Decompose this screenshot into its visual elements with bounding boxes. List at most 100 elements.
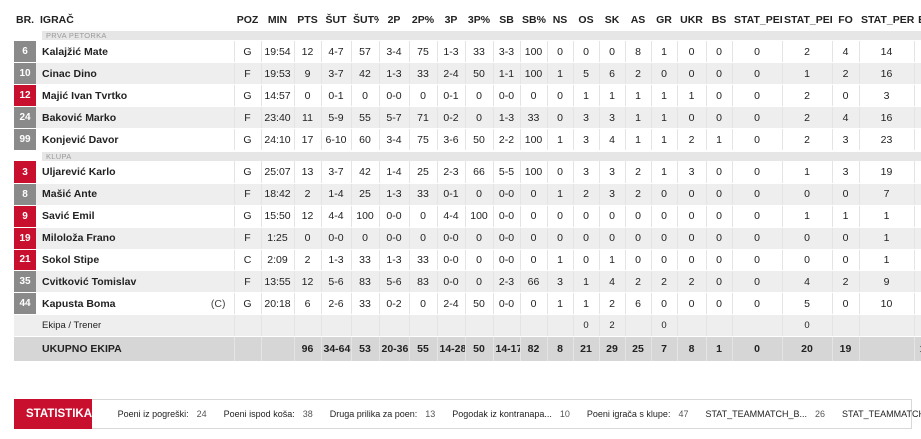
team-coach-label: Ekipa / Trener [36,314,234,338]
stat-cell-ukr: 1 [676,84,706,108]
stat-cell-p2p: 0 [408,84,437,108]
column-header[interactable]: OS [578,14,594,26]
column-header[interactable]: IGRAČ [40,14,74,26]
player-name-text[interactable]: Cinac Dino [42,67,97,80]
stat-cell-eff: 8 [913,106,921,130]
player-name-text[interactable]: Savić Emil [42,210,95,223]
stat-cell-p3: 0-2 [436,106,465,130]
column-header[interactable]: 3P% [467,14,491,26]
player-row[interactable]: 21 Sokol Stipe C 2:09 2 1-3 33 1-3 33 0-0 0 0-0 0 1 0 1… [14,249,921,272]
group-header-row: PRVA PETORKA [14,30,921,41]
column-header[interactable]: SK [604,14,620,26]
stat-cell-p3: 0-1 [436,183,465,206]
stat-cell-min: 15:50 [260,205,294,228]
stat-cell-sutp: 0 [350,84,379,108]
player-name-text[interactable]: Miloloža Frano [42,232,116,245]
player-name[interactable]: Cvitković Tomislav [36,270,234,294]
player-name-text[interactable]: Uljarević Karlo [42,166,116,179]
column-header[interactable]: AS [630,14,646,26]
stat-cell-gr: 2 [650,270,677,294]
player-row[interactable]: 44 Kapusta Boma (C) G 20:18 6 2-6 33 0-2 0 2-4 50 0-… [14,292,921,316]
column-header[interactable]: GR [656,14,672,26]
player-name[interactable]: Mašić Ante [36,183,234,206]
column-header[interactable]: BR. [16,14,35,26]
stat-cell-pos: F [233,227,261,250]
stat-cell-sb: 5-5 [492,161,520,184]
column-header[interactable]: ŠUT% [353,14,379,26]
player-row[interactable]: 6 Kalajžić Mate G 19:54 12 4-7 57 3-4 75 1-3 33 3-3… [14,41,921,64]
column-header[interactable]: SB [499,14,514,26]
stat-cell-sp1: 0 [731,205,782,228]
stat-cell-fo: 2 [831,62,859,86]
player-name[interactable]: Sokol Stipe [36,249,234,272]
stat-cell-sp1: 0 [731,128,782,151]
team-stat-cell-sb [492,314,520,338]
stat-cell-sp1: 0 [731,292,782,316]
player-row[interactable]: 35 Cvitković Tomislav F 13:55 12 5-6 83 5-6 83 0-… [14,270,921,294]
stat-cell-ns: 1 [546,183,573,206]
player-name[interactable]: Uljarević Karlo [36,161,234,184]
player-name-text[interactable]: Sokol Stipe [42,253,100,266]
stat-cell-pts: 17 [293,128,321,151]
player-name-text[interactable]: Kapusta Boma [42,297,116,310]
stat-cell-eff: 4 [913,183,921,206]
column-header[interactable]: POZ [236,14,259,26]
stat-cell-p3p: 0 [464,249,493,272]
stat-cell-sut: 0-1 [320,84,351,108]
column-header[interactable]: EFF [914,10,921,30]
player-name-text[interactable]: Mašić Ante [42,188,98,201]
column-header[interactable]: 3P [444,14,458,26]
stat-cell-ukr: 2 [676,128,706,151]
stat-cell-sutp: 83 [350,270,379,294]
column-header[interactable]: 2P% [411,14,435,26]
player-name-text[interactable]: Majić Ivan Tvrtko [42,89,128,102]
player-name-text[interactable]: Cvitković Tomislav [42,275,137,288]
column-header[interactable]: MIN [267,14,288,26]
column-header[interactable]: FO [838,14,853,26]
player-name[interactable]: Majić Ivan Tvrtko [36,84,234,108]
team-stat-cell-sbp [519,314,547,338]
stat-cell-sut: 2-6 [320,292,351,316]
column-header[interactable]: PTS [297,14,318,26]
player-name[interactable]: Kapusta Boma (C) [36,292,234,316]
stat-cell-sut: 6-10 [320,128,351,151]
player-name[interactable]: Cinac Dino [36,62,234,86]
stat-cell-sk: 4 [598,270,625,294]
player-name-text[interactable]: Konjević Davor [42,133,119,146]
player-name-text[interactable]: Baković Marko [42,111,117,124]
team-stat-label: Druga prilika za poen: [329,409,418,419]
player-name[interactable]: Kalajžić Mate [36,41,234,64]
column-header[interactable]: UKR [680,14,703,26]
stat-cell-min: 13:55 [260,270,294,294]
column-header[interactable]: BS [711,14,727,26]
player-number-badge: 99 [14,128,36,151]
player-row[interactable]: 19 Miloloža Frano F 1:25 0 0-0 0 0-0 0 0-0 0 0-0 0 0 0… [14,227,921,250]
column-header[interactable]: ŠUT [325,14,347,26]
stat-cell-sut: 5-9 [320,106,351,130]
player-row[interactable]: 24 Baković Marko F 23:40 11 5-9 55 5-7 71 0-2 0 1-3… [14,106,921,130]
player-name[interactable]: Miloloža Frano [36,227,234,250]
player-row[interactable]: 9 Savić Emil G 15:50 12 4-4 100 0-0 0 4-4 100 0-0 0 0… [14,205,921,228]
player-row[interactable]: 3 Uljarević Karlo G 25:07 13 3-7 42 1-4 25 2-3 66 5… [14,161,921,184]
player-row[interactable]: 12 Majić Ivan Tvrtko G 14:57 0 0-1 0 0-0 0 0-1 0 0-… [14,84,921,108]
stat-cell-sutp: 55 [350,106,379,130]
stat-cell-sk: 1 [598,84,625,108]
column-header[interactable]: NS [552,14,568,26]
player-row[interactable]: 8 Mašić Ante F 18:42 2 1-4 25 1-3 33 0-1 0 0-0 0 1 2 3 2… [14,183,921,206]
column-header[interactable]: 2P [387,14,401,26]
player-row[interactable]: 10 Cinac Dino F 19:53 9 3-7 42 1-3 33 2-4 50 1-1 100… [14,62,921,86]
player-name-text[interactable]: Kalajžić Mate [42,45,108,58]
player-name[interactable]: Savić Emil [36,205,234,228]
player-name[interactable]: Konjević Davor [36,128,234,151]
column-header[interactable]: STAT_PERS... [784,14,832,26]
stat-cell-pos: G [233,128,261,151]
team-stat-cell-bs [705,314,732,338]
player-row[interactable]: 99 Konjević Davor G 24:10 17 6-10 60 3-4 75 3-6 50… [14,128,921,151]
column-header[interactable]: STAT_PERS... [734,14,782,26]
column-header[interactable]: STAT_PERS... [861,14,914,26]
stat-cell-sp3: 1 [858,205,914,228]
stat-cell-ns: 0 [546,84,573,108]
player-name[interactable]: Baković Marko [36,106,234,130]
stat-cell-ukr: 0 [676,227,706,250]
column-header[interactable]: SB% [522,14,546,26]
